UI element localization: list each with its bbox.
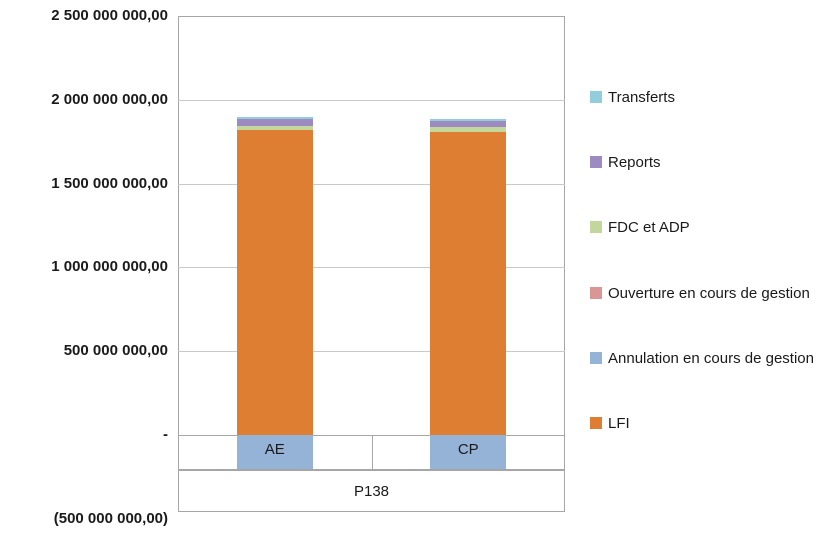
bar-segment — [236, 125, 313, 130]
y-tick-label: 500 000 000,00 — [63, 342, 168, 360]
legend-item: Transferts — [590, 88, 822, 107]
y-tick-label: 2 000 000 000,00 — [51, 90, 168, 108]
legend-swatch-icon — [590, 156, 602, 169]
legend-label: FDC et ADP — [608, 219, 690, 237]
legend-item: FDC et ADP — [590, 218, 822, 237]
y-tick-label: 2 500 000 000,00 — [51, 7, 168, 24]
bar-segment — [430, 118, 507, 121]
y-tick-label: - — [163, 426, 168, 443]
category-separator — [371, 435, 373, 470]
y-tick-label: (500 000 000,00) — [53, 509, 168, 527]
gridline — [178, 99, 565, 101]
category-group-label: P138 — [353, 482, 390, 500]
legend-swatch-icon — [590, 351, 602, 364]
legend-label: Transferts — [608, 89, 675, 106]
bar-segment — [236, 117, 313, 120]
bar-segment — [430, 131, 507, 435]
legend-label: Ouverture en cours de gestion — [608, 284, 810, 302]
legend-swatch-icon — [590, 91, 602, 103]
y-tick-label: 1 000 000 000,00 — [51, 258, 168, 276]
bar-segment — [236, 119, 313, 126]
legend-swatch-icon — [590, 286, 602, 299]
bar-segment — [236, 129, 313, 435]
y-tick-label: 1 500 000 000,00 — [51, 174, 168, 192]
legend-item: LFI — [590, 414, 822, 433]
gridline — [178, 351, 565, 353]
legend-label: Reports — [608, 154, 661, 172]
bar-segment — [430, 120, 507, 128]
gridline — [178, 267, 565, 269]
legend-item: Ouverture en cours de gestion — [590, 284, 822, 303]
category-group-box: P138 — [178, 470, 565, 512]
legend: Transferts Reports FDC et ADP Ouverture en … — [590, 88, 822, 433]
legend-label: LFI — [608, 414, 630, 432]
bar-segment — [430, 435, 507, 469]
legend-swatch-icon — [590, 416, 602, 429]
legend-item: Reports — [590, 153, 822, 172]
category-label: CP — [457, 441, 479, 458]
bar-segment — [236, 435, 313, 469]
legend-swatch-icon — [590, 221, 602, 234]
category-label: AE — [264, 441, 285, 458]
legend-label: Annulation en cours de gestion — [608, 349, 814, 367]
legend-item: Annulation en cours de gestion — [590, 349, 822, 368]
gridline — [178, 183, 565, 185]
bar-segment — [430, 127, 507, 132]
